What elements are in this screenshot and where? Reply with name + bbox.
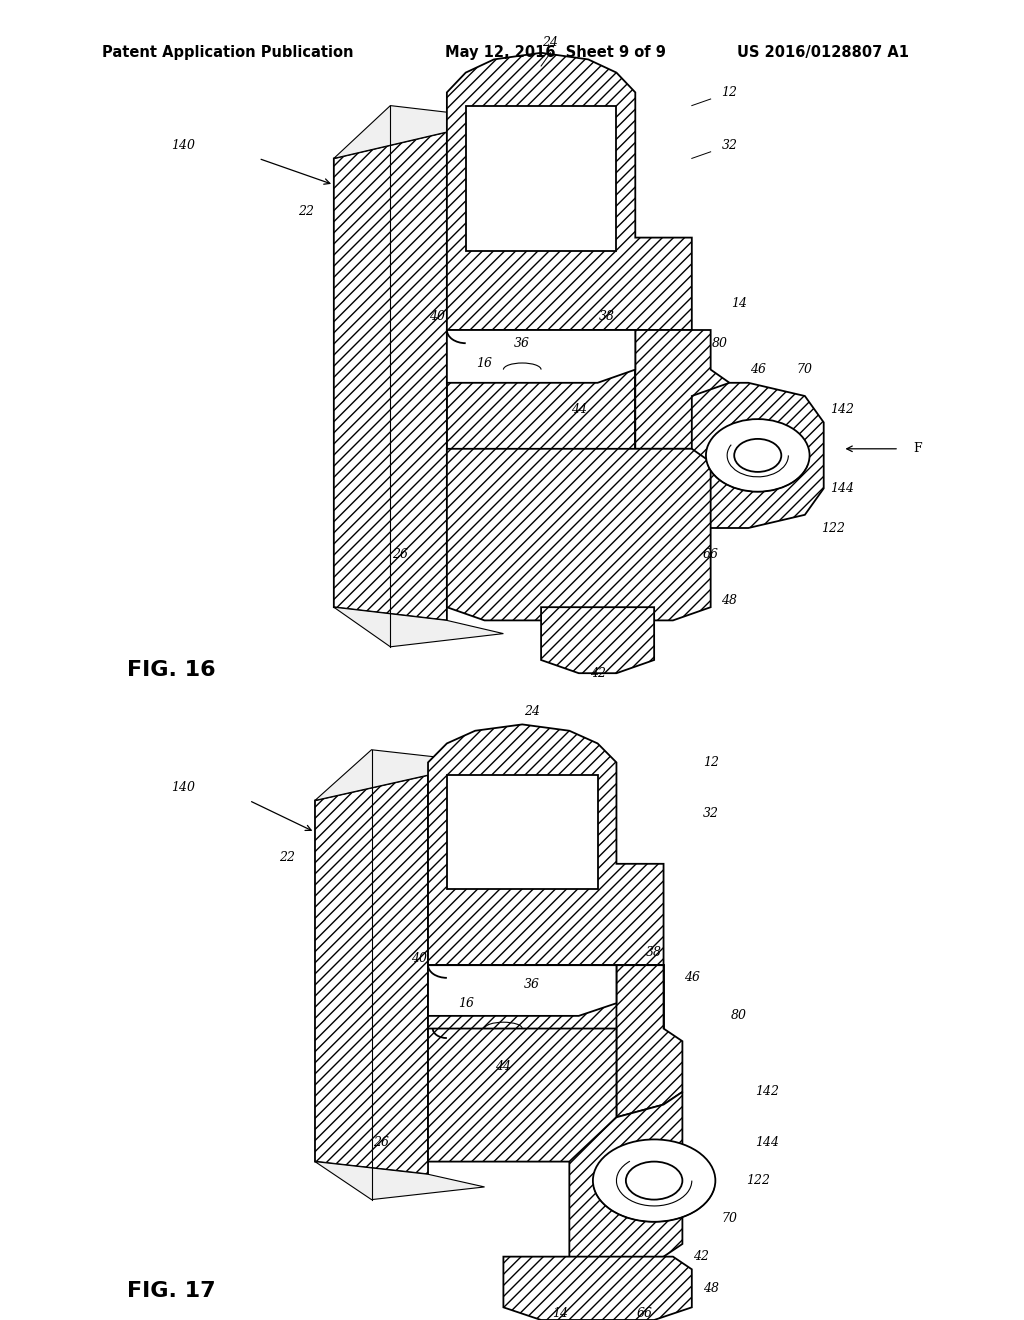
Text: 46: 46 [684, 972, 699, 985]
Text: FIG. 16: FIG. 16 [127, 660, 215, 680]
Polygon shape [428, 965, 664, 1028]
Text: 16: 16 [476, 356, 493, 370]
Text: 140: 140 [171, 139, 196, 152]
Text: 144: 144 [830, 482, 855, 495]
Text: 44: 44 [570, 403, 587, 416]
Text: 24: 24 [523, 705, 540, 718]
Polygon shape [635, 330, 729, 449]
Text: 36: 36 [514, 337, 530, 350]
Polygon shape [446, 53, 692, 330]
Text: 70: 70 [722, 1212, 737, 1225]
Polygon shape [504, 1257, 692, 1320]
Polygon shape [692, 383, 823, 528]
Text: 24: 24 [543, 37, 558, 49]
Text: 80: 80 [712, 337, 728, 350]
Text: 42: 42 [590, 667, 605, 680]
Circle shape [734, 438, 781, 473]
Text: 142: 142 [830, 403, 855, 416]
Polygon shape [446, 330, 635, 383]
Polygon shape [428, 1028, 616, 1162]
Polygon shape [446, 775, 598, 890]
Circle shape [593, 1139, 716, 1222]
Text: 40: 40 [429, 310, 445, 323]
Polygon shape [334, 132, 446, 620]
Text: 22: 22 [298, 205, 313, 218]
Polygon shape [466, 106, 616, 251]
Text: 36: 36 [523, 978, 540, 991]
Text: 26: 26 [392, 548, 408, 561]
Text: FIG. 17: FIG. 17 [127, 1280, 215, 1302]
Polygon shape [334, 106, 504, 158]
Circle shape [626, 1162, 682, 1200]
Text: 26: 26 [373, 1137, 389, 1150]
Text: 140: 140 [171, 781, 196, 795]
Text: 12: 12 [722, 86, 737, 99]
Polygon shape [616, 965, 682, 1162]
Polygon shape [428, 965, 616, 1016]
Text: 44: 44 [496, 1060, 511, 1073]
Text: 46: 46 [750, 363, 766, 376]
Text: 80: 80 [731, 1010, 746, 1023]
Text: 42: 42 [693, 1250, 710, 1263]
Text: 142: 142 [755, 1085, 779, 1098]
Circle shape [706, 420, 810, 492]
Text: 16: 16 [458, 997, 474, 1010]
Text: 14: 14 [552, 1307, 568, 1320]
Text: US 2016/0128807 A1: US 2016/0128807 A1 [737, 45, 909, 59]
Text: 66: 66 [702, 548, 719, 561]
Text: 144: 144 [755, 1137, 779, 1150]
Text: F: F [913, 442, 923, 455]
Text: 40: 40 [411, 952, 427, 965]
Text: May 12, 2016  Sheet 9 of 9: May 12, 2016 Sheet 9 of 9 [445, 45, 667, 59]
Text: 122: 122 [821, 521, 845, 535]
Polygon shape [569, 1092, 682, 1270]
Polygon shape [428, 725, 664, 965]
Text: 32: 32 [702, 807, 719, 820]
Polygon shape [635, 330, 692, 449]
Polygon shape [315, 1162, 484, 1200]
Polygon shape [446, 449, 711, 620]
Text: 48: 48 [702, 1282, 719, 1295]
Polygon shape [446, 330, 692, 449]
Text: 48: 48 [722, 594, 737, 607]
Text: 66: 66 [637, 1307, 652, 1320]
Text: 38: 38 [599, 310, 615, 323]
Text: 122: 122 [745, 1173, 770, 1187]
Text: 70: 70 [797, 363, 813, 376]
Text: 38: 38 [646, 946, 663, 960]
Polygon shape [315, 775, 428, 1175]
Text: 14: 14 [731, 297, 746, 310]
Text: Patent Application Publication: Patent Application Publication [102, 45, 354, 59]
Text: 22: 22 [279, 851, 295, 865]
Polygon shape [315, 750, 484, 800]
Polygon shape [541, 607, 654, 673]
Polygon shape [334, 607, 504, 647]
Text: 12: 12 [702, 756, 719, 770]
Text: 32: 32 [722, 139, 737, 152]
